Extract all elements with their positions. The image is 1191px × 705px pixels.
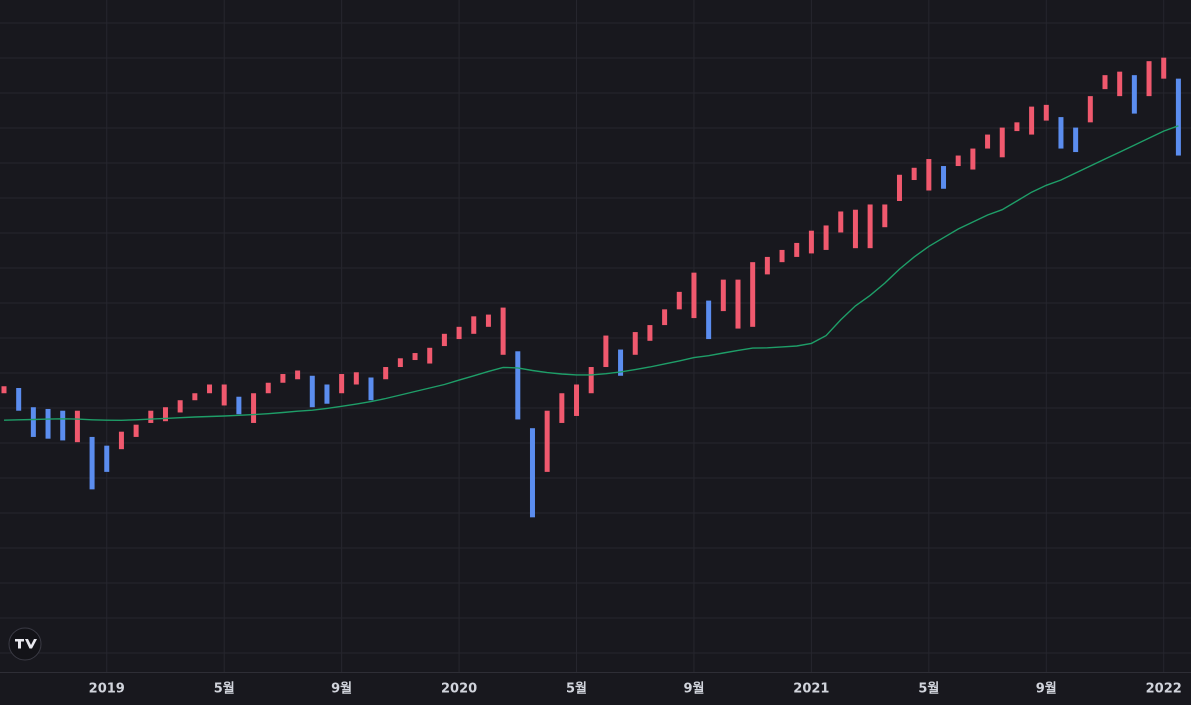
price-bar	[779, 249, 785, 263]
price-bar	[647, 325, 653, 341]
price-bar	[89, 436, 95, 490]
x-tick-label: 2022	[1146, 682, 1182, 697]
price-bar	[632, 332, 638, 355]
price-bar	[941, 166, 947, 189]
price-bar	[133, 424, 139, 437]
price-bar	[544, 410, 550, 472]
price-bar	[985, 134, 991, 149]
price-bar	[471, 316, 477, 334]
price-bar	[45, 408, 51, 439]
price-bar	[1043, 104, 1049, 121]
price-bar	[251, 393, 257, 423]
price-bar	[911, 167, 917, 181]
price-bar	[764, 256, 770, 275]
price-bar	[823, 225, 829, 250]
price-bar	[691, 272, 697, 319]
price-bar	[529, 428, 535, 518]
price-bar	[74, 410, 80, 443]
price-bar	[588, 367, 594, 394]
price-bar	[515, 351, 521, 420]
price-bar	[559, 393, 565, 423]
price-bar	[485, 314, 491, 327]
price-bar	[30, 407, 36, 437]
price-bar	[324, 384, 330, 404]
price-bar	[735, 279, 741, 329]
price-bar	[427, 347, 433, 364]
price-bar	[280, 374, 286, 383]
price-bar	[1175, 78, 1181, 156]
price-bar	[221, 384, 227, 406]
moving-average	[3, 125, 1179, 422]
price-bar	[618, 349, 624, 376]
x-tick-label: 5월	[918, 681, 939, 697]
price-bar	[1087, 96, 1093, 123]
price-bar	[118, 431, 124, 450]
plot	[1, 0, 1181, 672]
x-tick-label: 2021	[793, 682, 829, 697]
price-bar	[60, 410, 66, 441]
price-bar	[1029, 106, 1035, 135]
price-bar	[838, 211, 844, 233]
price-bar	[808, 230, 814, 254]
price-bar	[309, 375, 315, 408]
price-bar	[177, 400, 183, 413]
price-bar	[353, 372, 359, 385]
price-bar	[1161, 57, 1167, 79]
price-bar	[412, 353, 418, 361]
price-bar	[1058, 117, 1064, 149]
price-bar	[720, 279, 726, 312]
x-tick-label: 9월	[1036, 681, 1057, 697]
price-bar	[236, 396, 242, 415]
price-bar	[867, 204, 873, 249]
x-tick-label: 2020	[441, 682, 477, 697]
price-bar	[148, 410, 154, 423]
price-bar	[397, 358, 403, 368]
price-bar	[1146, 61, 1152, 97]
x-tick-label: 5월	[214, 681, 235, 697]
price-bar	[574, 384, 580, 416]
price-bar	[1131, 75, 1137, 114]
price-bar	[368, 377, 374, 401]
price-bar	[207, 384, 213, 394]
price-bar	[662, 309, 668, 326]
price-bar	[265, 382, 271, 394]
price-bar	[676, 291, 682, 310]
price-bar	[896, 174, 902, 201]
price-bar	[1073, 127, 1079, 153]
grid	[0, 22, 1191, 654]
price-bar	[162, 407, 168, 422]
x-tick-label: 5월	[566, 681, 587, 697]
price-bar	[750, 262, 756, 327]
price-bar	[1014, 122, 1020, 132]
price-bar	[852, 209, 858, 249]
price-bar	[955, 155, 961, 167]
price-bar	[706, 300, 712, 340]
x-tick-label: 2019	[89, 682, 125, 697]
price-bar	[926, 159, 932, 191]
logo[interactable]	[8, 627, 42, 661]
price-bar	[295, 370, 301, 380]
price-bar	[16, 387, 22, 411]
price-bar	[1117, 71, 1123, 97]
price-bar	[999, 127, 1005, 158]
price-bar	[104, 445, 110, 472]
x-tick-label: 9월	[683, 681, 704, 697]
price-bar	[339, 374, 345, 394]
price-bar	[500, 307, 506, 355]
x-tick-label: 9월	[331, 681, 352, 697]
price-bar	[603, 335, 609, 368]
price-bar	[383, 367, 389, 380]
price-bar	[1, 386, 7, 394]
price-bar	[192, 393, 198, 401]
price-bar	[1102, 75, 1108, 90]
price-bar	[456, 326, 462, 340]
price-bar	[882, 204, 888, 228]
price-bar	[970, 148, 976, 170]
price-bar	[441, 333, 447, 347]
price-bar	[794, 242, 800, 257]
